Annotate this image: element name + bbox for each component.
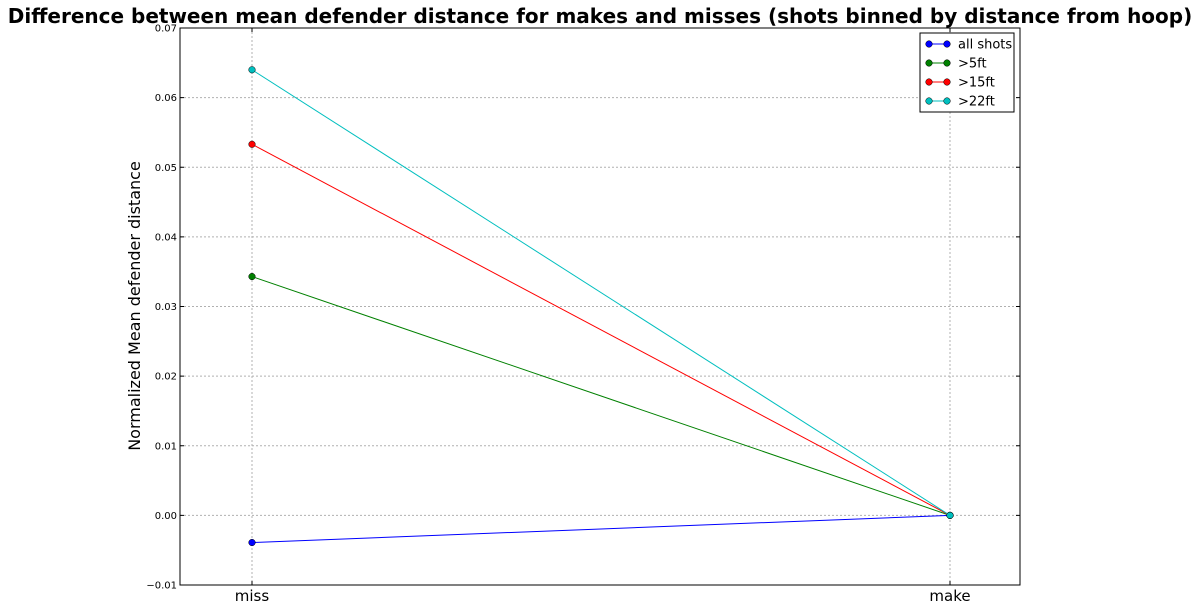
legend-marker <box>925 97 933 105</box>
legend-marker <box>943 40 951 48</box>
y-tick-label: 0.01 <box>155 441 177 452</box>
y-tick-label: 0.07 <box>155 24 177 35</box>
series-line-2 <box>251 143 951 516</box>
legend-marker <box>943 59 951 67</box>
data-point <box>248 273 256 281</box>
y-axis: −0.01 0.00 0.01 0.02 0.03 0.04 0.05 0.06 0.07 <box>146 24 1020 592</box>
x-tick-label: make <box>929 587 970 605</box>
legend-marker <box>943 78 951 86</box>
x-tick-label: miss <box>235 587 270 605</box>
data-point <box>248 66 256 74</box>
series-layer <box>248 66 954 547</box>
legend-label: all shots <box>958 38 1012 53</box>
series-line-1 <box>251 276 951 516</box>
data-point <box>946 511 954 519</box>
legend-box <box>919 32 1015 113</box>
legend-marker <box>943 97 951 105</box>
grid-lines <box>180 27 1020 586</box>
y-tick-label: 0.02 <box>155 372 177 383</box>
y-tick-label: −0.01 <box>146 581 177 592</box>
legend-label: >15ft <box>958 76 995 91</box>
legend-label: >5ft <box>958 57 987 72</box>
data-point <box>248 538 256 547</box>
legend-marker <box>925 59 933 67</box>
y-tick-label: 0.00 <box>155 511 177 522</box>
x-axis: miss make <box>235 28 971 605</box>
y-tick-label: 0.03 <box>155 302 177 313</box>
legend-label: >22ft <box>958 95 995 110</box>
legend: all shots >5ft >15ft >22ft <box>919 32 1015 113</box>
chart-title: Difference between mean defender distanc… <box>8 4 1193 28</box>
series-line-3 <box>251 69 951 516</box>
y-tick-label: 0.05 <box>155 163 177 174</box>
y-tick-label: 0.06 <box>155 93 177 104</box>
y-axis-label: Normalized Mean defender distance <box>125 161 144 451</box>
legend-marker <box>925 40 933 48</box>
data-point <box>248 140 256 148</box>
y-tick-label: 0.04 <box>155 232 177 243</box>
series-line-0 <box>251 514 951 544</box>
legend-marker <box>925 78 933 86</box>
